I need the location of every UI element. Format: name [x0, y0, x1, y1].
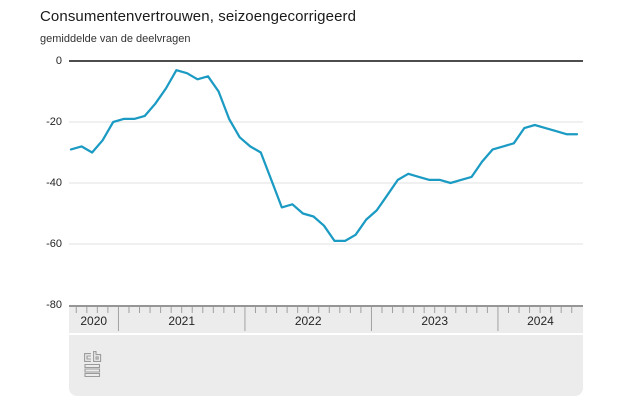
cbs-logo-letter-b: [93, 351, 102, 362]
cbs-logo-letter-s: [84, 363, 101, 378]
x-axis-year-label: 2022: [294, 314, 322, 328]
y-axis-tick-label: 0: [55, 55, 62, 67]
chart-subtitle: gemiddelde van de deelvragen: [40, 33, 191, 45]
x-axis-year-label: 2021: [168, 314, 196, 328]
y-axis-tick-label: -60: [46, 238, 62, 250]
x-axis-band: 2020 2021 2022 2023 2024: [69, 305, 583, 396]
x-axis-year-label: 2023: [421, 314, 449, 328]
y-axis-tick-label: -40: [46, 177, 62, 189]
confidence-line: [69, 69, 579, 243]
x-axis-year-label: 2020: [80, 314, 108, 328]
chart-title: Consumentenvertrouwen, seizoengecorrigee…: [40, 8, 357, 25]
cbs-logo: [84, 351, 102, 378]
y-axis-tick-label: -80: [46, 299, 62, 311]
x-axis-year-label: 2024: [527, 314, 554, 328]
cbs-logo-letter-c: [84, 353, 91, 362]
y-axis-tick-label: -20: [46, 116, 62, 128]
x-axis-ruler: 2020 2021 2022 2023 2024: [69, 307, 583, 335]
